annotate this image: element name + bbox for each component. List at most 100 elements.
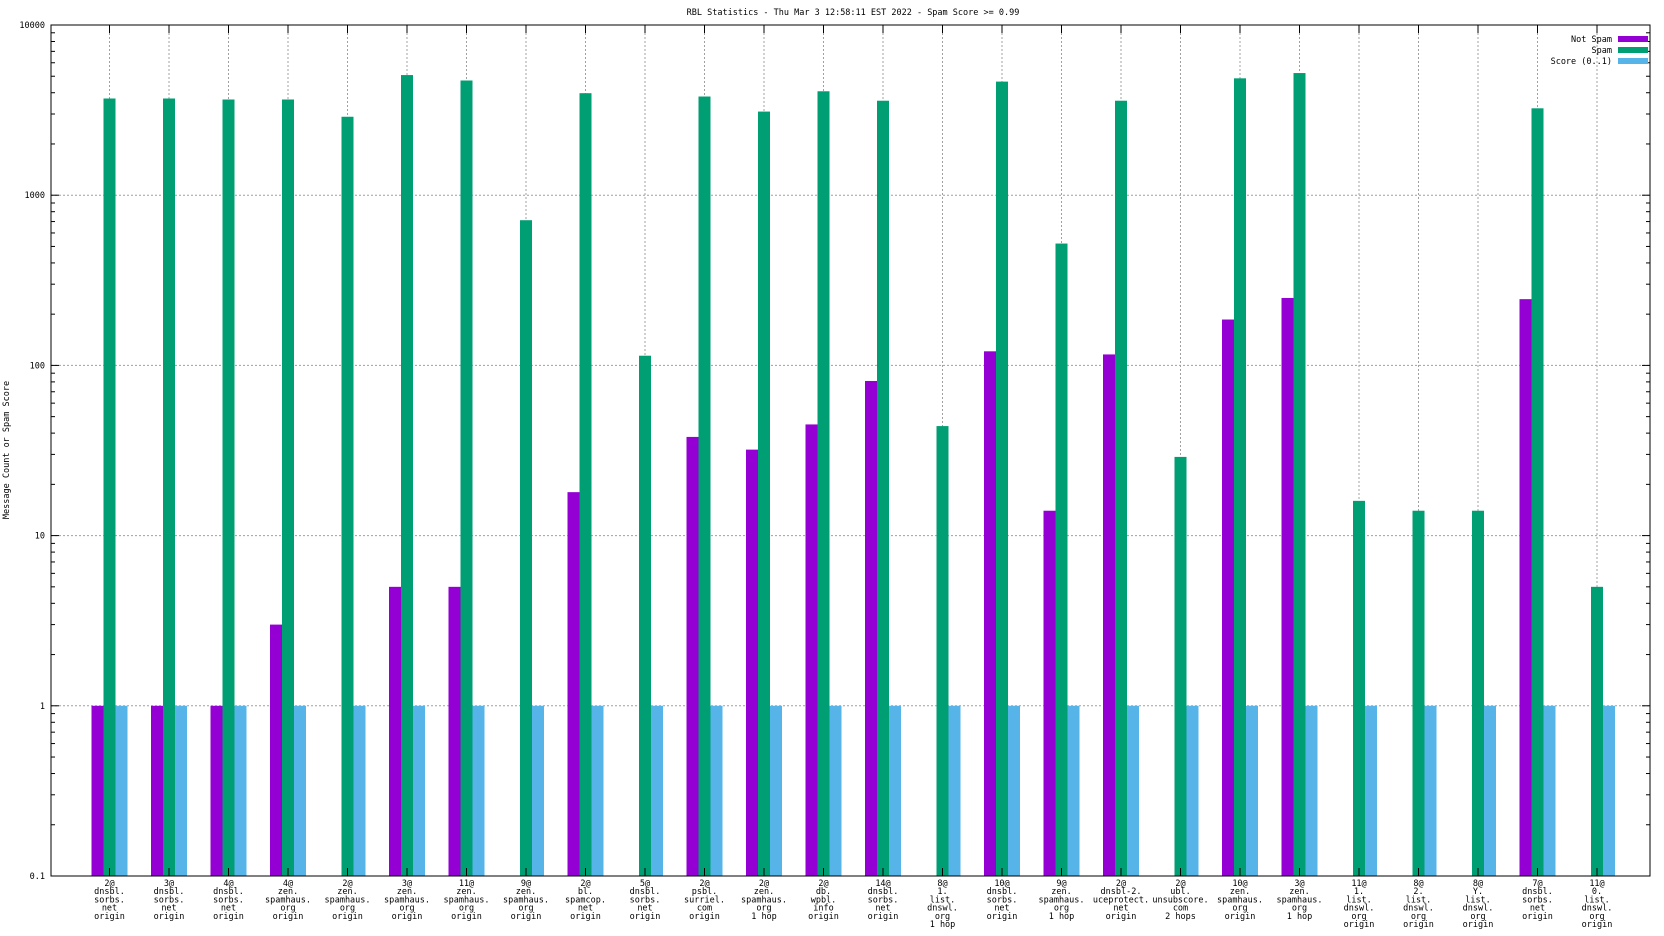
y-tick-label: 1000 <box>25 191 45 201</box>
x-tick-label: surriel. <box>684 895 725 905</box>
x-tick-label: zen. <box>397 887 417 897</box>
x-tick-label: org <box>1232 904 1247 914</box>
x-tick-label: dnswl. <box>1582 904 1613 914</box>
bar-score-0-1 <box>948 705 961 876</box>
x-tick-label: 5@ <box>640 879 650 889</box>
bar-spam <box>460 80 473 877</box>
x-tick-label: org <box>340 904 355 914</box>
bar-not-spam <box>984 351 996 876</box>
x-tick-label: 4@ <box>283 879 293 889</box>
axes <box>50 24 1651 877</box>
x-tick-label: 1 hop <box>930 920 956 930</box>
x-tick-label: origin <box>808 912 839 922</box>
bar-spam <box>163 98 175 876</box>
bar-spam <box>1174 456 1187 876</box>
y-tick-label: 1 <box>40 702 45 712</box>
x-tick-label: origin <box>213 912 244 922</box>
x-tick-label: dnsbl. <box>213 887 244 897</box>
x-tick-label: zen. <box>516 887 536 897</box>
bar-not-spam <box>448 586 461 876</box>
bar-spam <box>103 98 116 876</box>
x-tick-label: sorbs. <box>94 895 125 905</box>
x-tick-label: info <box>813 904 833 914</box>
x-tick-label: origin <box>511 912 542 922</box>
x-tick-label: net <box>994 904 1009 914</box>
bar-not-spam <box>805 424 818 876</box>
x-tick-label: zen. <box>1230 887 1250 897</box>
bar-spam <box>1472 510 1484 876</box>
bar-spam <box>1055 243 1068 876</box>
bar-spam <box>1293 73 1306 876</box>
x-tick-label: net <box>1530 904 1545 914</box>
x-tick-label: 8@ <box>937 879 947 889</box>
x-tick-label: org <box>1351 912 1366 922</box>
x-tick-label: 9@ <box>521 879 531 889</box>
plot-border <box>50 24 1651 877</box>
x-tick-label: spamcop. <box>565 895 606 905</box>
x-tick-label: 3@ <box>164 879 174 889</box>
x-tick-label: 2 hops <box>1165 912 1196 922</box>
bar-score-0-1 <box>1305 705 1318 876</box>
x-tick-label: org <box>935 912 950 922</box>
x-tick-label: dnsbl. <box>868 887 899 897</box>
bar-score-0-1 <box>1365 705 1377 876</box>
bar-score-0-1 <box>472 705 485 876</box>
x-tick-label: list. <box>1465 895 1491 905</box>
x-tick-labels: 2@dnsbl.sorbs.netorigin3@dnsbl.sorbs.net… <box>94 879 1612 930</box>
x-tick-label: origin <box>94 912 125 922</box>
x-tick-label: 2@ <box>342 879 352 889</box>
x-tick-label: 2. <box>1413 887 1423 897</box>
x-tick-label: net <box>1113 904 1128 914</box>
x-tick-label: 2@ <box>580 879 590 889</box>
x-tick-label: spamhaus. <box>265 895 311 905</box>
bar-spam <box>1591 586 1603 876</box>
x-tick-label: dnsbl-2. <box>1101 887 1142 897</box>
x-tick-label: 0. <box>1592 887 1602 897</box>
x-tick-label: bl. <box>578 887 593 897</box>
x-tick-label: 10@ <box>994 879 1009 889</box>
x-tick-label: list. <box>1406 895 1432 905</box>
x-tick-label: origin <box>630 912 661 922</box>
bar-score-0-1 <box>1484 705 1496 876</box>
x-tick-label: 7@ <box>1532 879 1542 889</box>
bar-spam <box>698 96 711 877</box>
x-tick-label: 1 hop <box>751 912 777 922</box>
legend-swatch <box>1618 58 1648 64</box>
x-tick-label: ubl. <box>1170 887 1190 897</box>
x-tick-label: origin <box>689 912 720 922</box>
x-tick-label: 2@ <box>818 879 828 889</box>
bar-not-spam <box>567 492 580 876</box>
x-tick-label: zen. <box>278 887 298 897</box>
x-tick-label: 9@ <box>1056 879 1066 889</box>
x-tick-label: origin <box>868 912 899 922</box>
x-tick-label: origin <box>1582 920 1613 930</box>
bar-score-0-1 <box>829 705 842 876</box>
bar-score-0-1 <box>1186 705 1199 876</box>
bar-not-spam <box>1222 319 1234 876</box>
x-tick-label: list. <box>1346 895 1372 905</box>
x-tick-label: spamhaus. <box>741 895 787 905</box>
bar-spam <box>758 111 770 876</box>
bar-not-spam <box>686 436 699 876</box>
x-tick-label: org <box>399 904 414 914</box>
x-tick-label: spamhaus. <box>1038 895 1084 905</box>
bar-spam <box>1234 78 1246 877</box>
x-tick-label: 8@ <box>1413 879 1423 889</box>
x-tick-label: 11@ <box>1351 879 1366 889</box>
bar-not-spam <box>151 705 163 876</box>
x-tick-label: origin <box>451 912 482 922</box>
x-tick-label: 3@ <box>1294 879 1304 889</box>
x-tick-label: org <box>518 904 533 914</box>
x-tick-label: com <box>697 904 712 914</box>
x-tick-label: 2@ <box>1116 879 1126 889</box>
x-tick-label: 3@ <box>402 879 412 889</box>
x-tick-label: origin <box>1344 920 1375 930</box>
bar-not-spam <box>91 705 104 876</box>
x-tick-label: org <box>280 904 295 914</box>
x-tick-label: origin <box>273 912 304 922</box>
x-tick-label: 14@ <box>875 879 890 889</box>
bar-score-0-1 <box>770 705 782 876</box>
x-tick-label: net <box>875 904 890 914</box>
